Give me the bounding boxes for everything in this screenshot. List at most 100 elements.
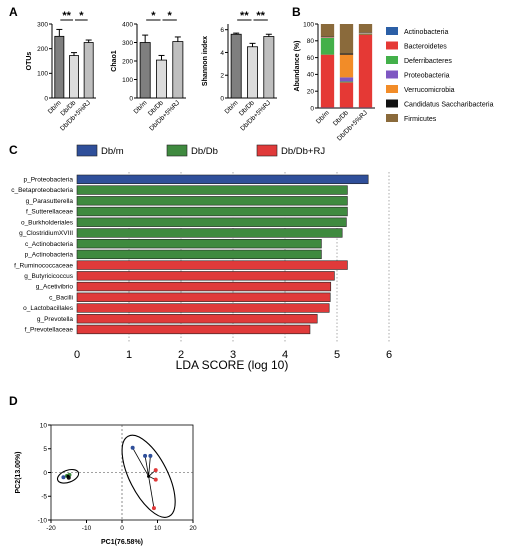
y-tick-label: 200 xyxy=(37,46,48,53)
feature-label: f_Ruminococcaceae xyxy=(14,262,73,269)
lda-bar xyxy=(76,196,348,206)
x-tick-label: 2 xyxy=(178,349,184,361)
x-tick-label: 1 xyxy=(126,349,132,361)
y-axis-label: PC2(13.00%) xyxy=(15,451,22,493)
feature-label: g_ClostridiumXVIII xyxy=(19,230,73,237)
bar xyxy=(83,42,94,99)
x-tick-label: 4 xyxy=(282,349,288,361)
bar xyxy=(156,59,167,99)
x-tick-label: -10 xyxy=(82,525,92,532)
lda-bar xyxy=(76,217,347,227)
lda-bar xyxy=(76,249,322,260)
legend-label: Firmicutes xyxy=(404,116,437,123)
y-tick-label: 10 xyxy=(40,422,48,429)
lda-bar xyxy=(76,260,348,270)
feature-label: c_Actinobacteria xyxy=(25,241,73,248)
x-tick-label: Db/m xyxy=(315,109,331,125)
legend-swatch xyxy=(386,99,398,108)
legend-label: Bacteroidetes xyxy=(404,44,447,51)
significance-label: ** xyxy=(62,10,71,22)
y-axis-label: Shannon index xyxy=(202,36,209,86)
feature-label: f_Prevotellaceae xyxy=(25,327,74,334)
lda-bar xyxy=(76,228,343,238)
stacked-bar-segment xyxy=(358,34,373,108)
y-tick-label: 0 xyxy=(129,95,133,102)
y-tick-label: 0 xyxy=(44,95,48,102)
legend-swatch xyxy=(386,41,398,50)
feature-label: p_Proteobacteria xyxy=(23,177,73,184)
legend-label: Db/m xyxy=(101,146,124,157)
y-tick-label: 0 xyxy=(43,470,47,477)
y-tick-label: 5 xyxy=(43,446,47,453)
stacked-bar-segment xyxy=(339,53,354,55)
cluster-centroid xyxy=(147,474,151,478)
lda-bar xyxy=(76,292,331,302)
scatter-point xyxy=(130,445,135,450)
bar xyxy=(54,35,65,99)
cluster-ellipse xyxy=(56,468,80,484)
bar xyxy=(263,36,275,99)
scatter-point xyxy=(153,477,158,482)
y-tick-label: 2 xyxy=(220,73,224,80)
significance-label: ** xyxy=(256,10,265,22)
stacked-bar-segment xyxy=(339,77,354,82)
y-axis-label: Chao1 xyxy=(111,50,118,72)
bar xyxy=(69,55,79,99)
legend-label: Candidatus Saccharibacteria xyxy=(404,102,494,109)
legend-swatch xyxy=(386,85,398,93)
legend-label: Actinobacteria xyxy=(404,29,448,36)
y-tick-label: 0 xyxy=(310,105,314,112)
x-tick-label: 0 xyxy=(74,349,80,361)
y-axis-label: OTUs xyxy=(26,52,33,71)
feature-label: g_Prevotella xyxy=(37,316,74,323)
lda-bar xyxy=(76,281,332,292)
lda-bar xyxy=(76,324,311,335)
y-tick-label: 6 xyxy=(220,27,224,34)
y-tick-label: 0 xyxy=(220,95,224,102)
stacked-bar-segment xyxy=(358,24,373,33)
cluster-ellipse xyxy=(121,434,176,518)
x-tick-label: -20 xyxy=(46,525,56,532)
panel-letter-b: B xyxy=(292,5,301,19)
x-tick-label: 0 xyxy=(120,525,124,532)
legend-label: Deferribacteres xyxy=(404,58,452,65)
legend-label: Db/Db xyxy=(191,146,218,157)
legend-label: Proteobacteria xyxy=(404,73,450,80)
lda-bar xyxy=(76,314,318,324)
significance-label: ** xyxy=(240,10,249,22)
x-tick-label: 5 xyxy=(334,349,340,361)
x-tick-label: 3 xyxy=(230,349,236,361)
y-tick-label: 200 xyxy=(122,58,133,65)
legend-label: Verrucomicrobia xyxy=(404,87,455,94)
y-tick-label: 20 xyxy=(307,89,315,96)
spider-line xyxy=(148,455,151,477)
scatter-point xyxy=(148,453,153,458)
y-tick-label: 100 xyxy=(303,21,314,28)
legend-label: Db/Db+RJ xyxy=(281,146,325,157)
stacked-bar-segment xyxy=(339,81,354,83)
stacked-bar-segment xyxy=(339,24,354,54)
legend-swatch xyxy=(166,144,188,157)
legend-swatch xyxy=(76,144,98,157)
y-tick-label: 100 xyxy=(37,71,48,78)
feature-label: g_Parasutterella xyxy=(26,198,74,205)
lda-bar xyxy=(76,174,369,185)
x-tick-label: 10 xyxy=(154,525,162,532)
feature-label: o_Lactobacillales xyxy=(23,305,74,312)
significance-label: * xyxy=(79,10,84,22)
x-axis-label: LDA SCORE (log 10) xyxy=(176,358,289,372)
y-tick-label: 4 xyxy=(220,50,224,57)
feature-label: g_Butyricicoccus xyxy=(24,273,74,280)
lda-bar xyxy=(76,206,348,217)
panel-letter-d: D xyxy=(9,394,18,408)
legend-swatch xyxy=(386,27,398,35)
feature-label: g_Acetivibrio xyxy=(36,284,74,291)
legend-swatch xyxy=(386,70,398,79)
legend-swatch xyxy=(256,144,278,157)
lda-bar xyxy=(76,303,330,313)
x-axis-label: PC1(76.58%) xyxy=(101,539,143,546)
feature-label: p_Actinobacteria xyxy=(25,252,74,259)
feature-label: c_Betaproteobacteria xyxy=(11,187,73,194)
spider-line xyxy=(144,455,150,477)
